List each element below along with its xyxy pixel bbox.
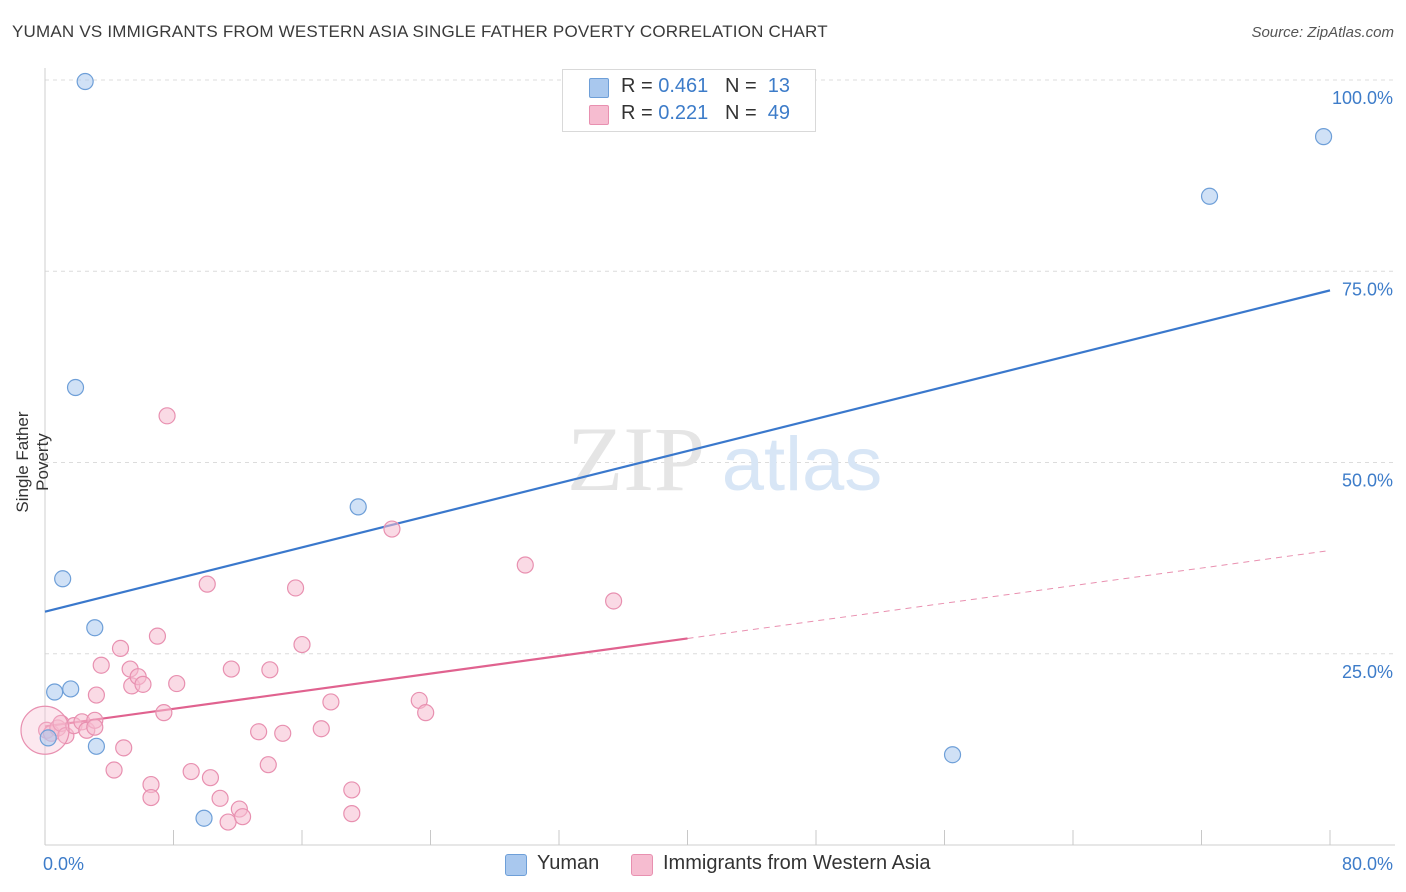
gridlines <box>45 79 1395 655</box>
y-tick-label: 50.0% <box>1342 471 1393 491</box>
point-immigrants <box>233 808 252 826</box>
bottom-legend-swatch-yuman <box>505 854 527 876</box>
point-immigrants <box>222 660 240 678</box>
y-axis-label: Single Father Poverty <box>13 411 52 513</box>
point-yuman <box>943 746 962 764</box>
point-immigrants <box>274 724 292 742</box>
legend-n-label: N = <box>724 75 757 97</box>
trend-line-immigrants <box>44 637 688 728</box>
point-immigrants <box>343 805 361 823</box>
point-immigrants <box>516 556 534 574</box>
legend-swatch-immigrants <box>589 105 609 125</box>
legend-n-value: 13 <box>767 75 791 97</box>
point-immigrants <box>142 788 160 807</box>
point-yuman <box>54 570 72 588</box>
point-immigrants <box>158 407 176 425</box>
bottom-legend-label-yuman: Yuman <box>537 852 600 874</box>
trend-line-extension-immigrants <box>687 549 1331 639</box>
point-immigrants <box>201 769 220 787</box>
point-yuman <box>62 680 80 698</box>
point-immigrants <box>92 656 110 674</box>
point-immigrants <box>198 575 216 593</box>
point-immigrants <box>383 520 401 538</box>
point-immigrants <box>343 781 361 799</box>
point-immigrants <box>417 704 435 722</box>
point-immigrants <box>605 592 623 610</box>
point-immigrants <box>168 674 186 693</box>
correlation-legend: R = 0.461 N = 13 R = 0.221 N = 49 <box>562 69 816 132</box>
legend-r-label: R = <box>621 102 653 124</box>
trend-lines <box>44 289 1331 728</box>
point-yuman <box>46 683 64 701</box>
trend-line-yuman <box>44 289 1331 613</box>
axes <box>44 68 1395 846</box>
legend-n-label: N = <box>724 102 757 124</box>
watermark-zip: ZIP <box>567 408 705 510</box>
watermark: ZIP atlas <box>567 408 882 510</box>
point-immigrants <box>293 635 311 654</box>
legend-r-value: 0.221 <box>658 102 709 124</box>
point-immigrants <box>182 762 200 781</box>
point-immigrants <box>111 639 130 657</box>
point-yuman <box>87 737 106 755</box>
point-immigrants <box>250 723 268 741</box>
tick-labels: 25.0% 50.0% 75.0% 100.0% 0.0% 80.0% <box>43 88 1393 874</box>
bottom-legend-swatch-immigrants <box>631 854 653 876</box>
point-immigrants <box>261 661 279 679</box>
chart-title: YUMAN VS IMMIGRANTS FROM WESTERN ASIA SI… <box>12 22 828 41</box>
legend-r-value: 0.461 <box>658 75 709 97</box>
y-tick-label: 25.0% <box>1342 662 1393 682</box>
point-immigrants <box>286 579 305 597</box>
x-tick-label-min: 0.0% <box>43 854 84 874</box>
point-immigrants <box>105 761 123 779</box>
point-yuman <box>1314 128 1333 146</box>
point-yuman <box>349 498 367 516</box>
point-yuman <box>39 729 57 747</box>
point-immigrants <box>322 693 340 711</box>
point-immigrants <box>148 627 167 645</box>
point-immigrants <box>155 704 173 722</box>
legend-text-yuman: R = 0.461 N = 13 <box>621 75 790 98</box>
x-tick-label-max: 80.0% <box>1342 854 1393 874</box>
point-immigrants <box>259 756 277 774</box>
point-immigrants <box>115 739 133 757</box>
point-immigrants <box>211 789 229 807</box>
watermark-atlas: atlas <box>722 422 883 507</box>
point-immigrants <box>312 720 330 738</box>
point-yuman <box>66 378 85 397</box>
y-tick-label: 75.0% <box>1342 279 1393 299</box>
legend-swatch-yuman <box>589 78 609 98</box>
point-yuman <box>86 619 104 637</box>
legend-n-value: 49 <box>767 102 791 124</box>
point-yuman <box>1200 187 1219 205</box>
source-label: Source: ZipAtlas.com <box>1251 24 1394 41</box>
point-immigrants <box>134 675 152 693</box>
legend-text-immigrants: R = 0.221 N = 49 <box>621 102 790 125</box>
point-immigrants <box>86 718 104 736</box>
point-immigrants <box>219 813 237 831</box>
point-yuman <box>195 809 213 827</box>
data-points <box>20 72 1333 831</box>
y-tick-label: 100.0% <box>1332 88 1393 108</box>
legend-r-label: R = <box>621 75 653 97</box>
point-yuman <box>76 72 94 91</box>
point-immigrants <box>87 686 106 704</box>
bottom-legend-label-immigrants: Immigrants from Western Asia <box>663 852 931 874</box>
